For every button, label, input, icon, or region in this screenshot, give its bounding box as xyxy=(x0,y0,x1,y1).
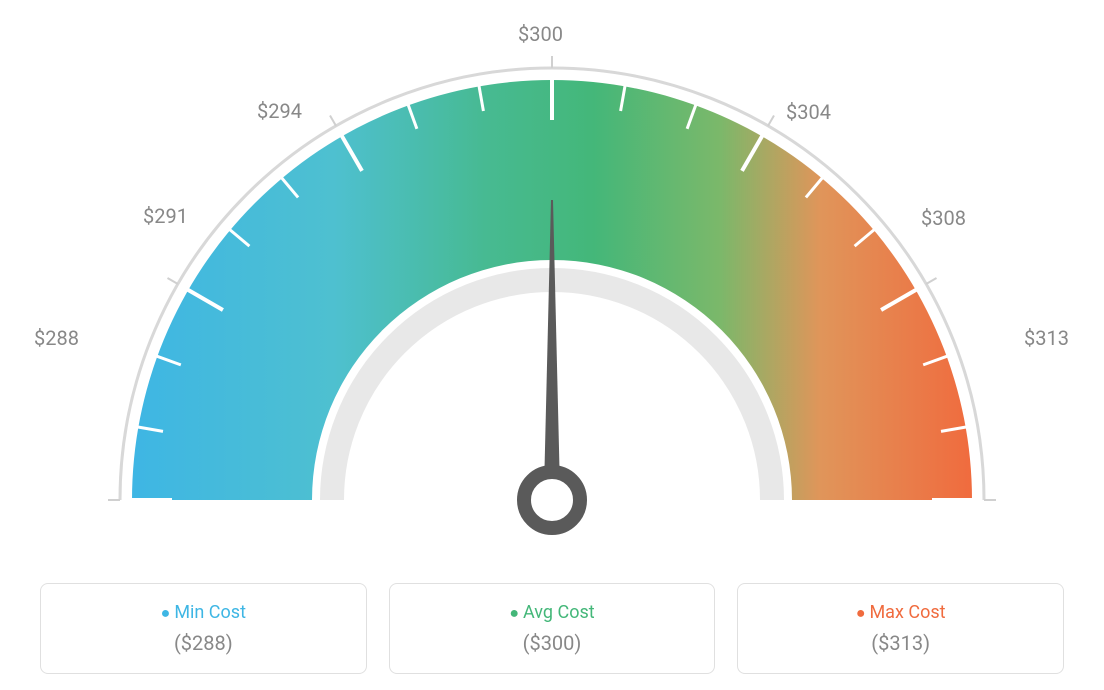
gauge-chart: $288 $291 $294 $300 $304 $308 $313 xyxy=(0,0,1104,560)
legend-row: Min Cost ($288) Avg Cost ($300) Max Cost… xyxy=(40,583,1064,674)
avg-cost-value: ($300) xyxy=(410,631,695,655)
gauge-tick-label: $294 xyxy=(257,99,302,123)
gauge-tick-label: $313 xyxy=(1024,326,1069,350)
gauge-tick-label: $304 xyxy=(786,100,831,124)
gauge-tick-label: $291 xyxy=(143,204,188,228)
gauge-tick-label: $308 xyxy=(921,206,966,230)
gauge-tick-label: $300 xyxy=(518,22,563,46)
max-cost-value: ($313) xyxy=(758,631,1043,655)
max-cost-label: Max Cost xyxy=(758,602,1043,623)
gauge-tick-label: $288 xyxy=(34,326,79,350)
min-cost-label: Min Cost xyxy=(61,602,346,623)
avg-cost-label: Avg Cost xyxy=(410,602,695,623)
min-cost-value: ($288) xyxy=(61,631,346,655)
gauge-svg xyxy=(52,20,1052,560)
legend-card-avg: Avg Cost ($300) xyxy=(389,583,716,674)
legend-card-max: Max Cost ($313) xyxy=(737,583,1064,674)
legend-card-min: Min Cost ($288) xyxy=(40,583,367,674)
